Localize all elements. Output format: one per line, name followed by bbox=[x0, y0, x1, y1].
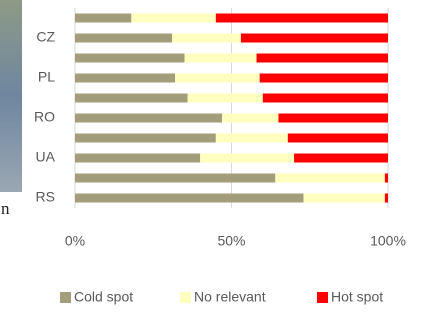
bar-segment bbox=[188, 94, 263, 103]
bar-segment bbox=[385, 194, 388, 203]
bar-segment bbox=[257, 54, 388, 63]
bar-segment bbox=[216, 14, 388, 23]
bar-segment bbox=[222, 114, 278, 123]
map-image-fragment bbox=[0, 0, 22, 192]
bar-segment bbox=[278, 114, 388, 123]
chart: n 0% 50% 100% CZ PL RO UA RS Cold spot No relevan… bbox=[0, 0, 443, 313]
bar-segment bbox=[172, 34, 241, 43]
bar-segment bbox=[75, 174, 275, 183]
bar-segment bbox=[75, 14, 131, 23]
y-tick-label: RS bbox=[36, 189, 55, 205]
bar-segment bbox=[75, 34, 172, 43]
x-tick-label: 0% bbox=[65, 233, 85, 249]
y-tick-label: CZ bbox=[36, 29, 55, 45]
bar-segment bbox=[288, 134, 388, 143]
x-tick-label: 50% bbox=[217, 233, 245, 249]
bar-segment bbox=[75, 74, 175, 83]
y-tick-label: RO bbox=[34, 109, 55, 125]
legend-swatch bbox=[60, 292, 71, 303]
bar-segment bbox=[241, 34, 388, 43]
bar-segment bbox=[303, 194, 384, 203]
legend-swatch bbox=[180, 292, 191, 303]
bar-segment bbox=[294, 154, 388, 163]
bar-segment bbox=[131, 14, 216, 23]
bar-segment bbox=[75, 134, 216, 143]
bar-segment bbox=[75, 94, 188, 103]
bar-segment bbox=[263, 94, 388, 103]
bar-segment bbox=[75, 154, 200, 163]
bar-segment bbox=[185, 54, 257, 63]
legend-label: Hot spot bbox=[331, 289, 383, 305]
y-tick-label: PL bbox=[38, 69, 55, 85]
legend-label: Cold spot bbox=[74, 289, 133, 305]
bar-segment bbox=[275, 174, 385, 183]
x-tick-label: 100% bbox=[370, 233, 406, 249]
legend-label: No relevant bbox=[194, 289, 266, 305]
bar-segment bbox=[75, 114, 222, 123]
bar-segment bbox=[200, 154, 294, 163]
bar-segment bbox=[75, 194, 303, 203]
bar-segment bbox=[75, 54, 185, 63]
bar-segment bbox=[260, 74, 388, 83]
bar-segment bbox=[385, 174, 388, 183]
legend-swatch bbox=[317, 292, 328, 303]
bar-segment bbox=[175, 74, 260, 83]
caption-fragment: n bbox=[1, 199, 10, 218]
y-tick-label: UA bbox=[36, 149, 56, 165]
bar-segment bbox=[216, 134, 288, 143]
